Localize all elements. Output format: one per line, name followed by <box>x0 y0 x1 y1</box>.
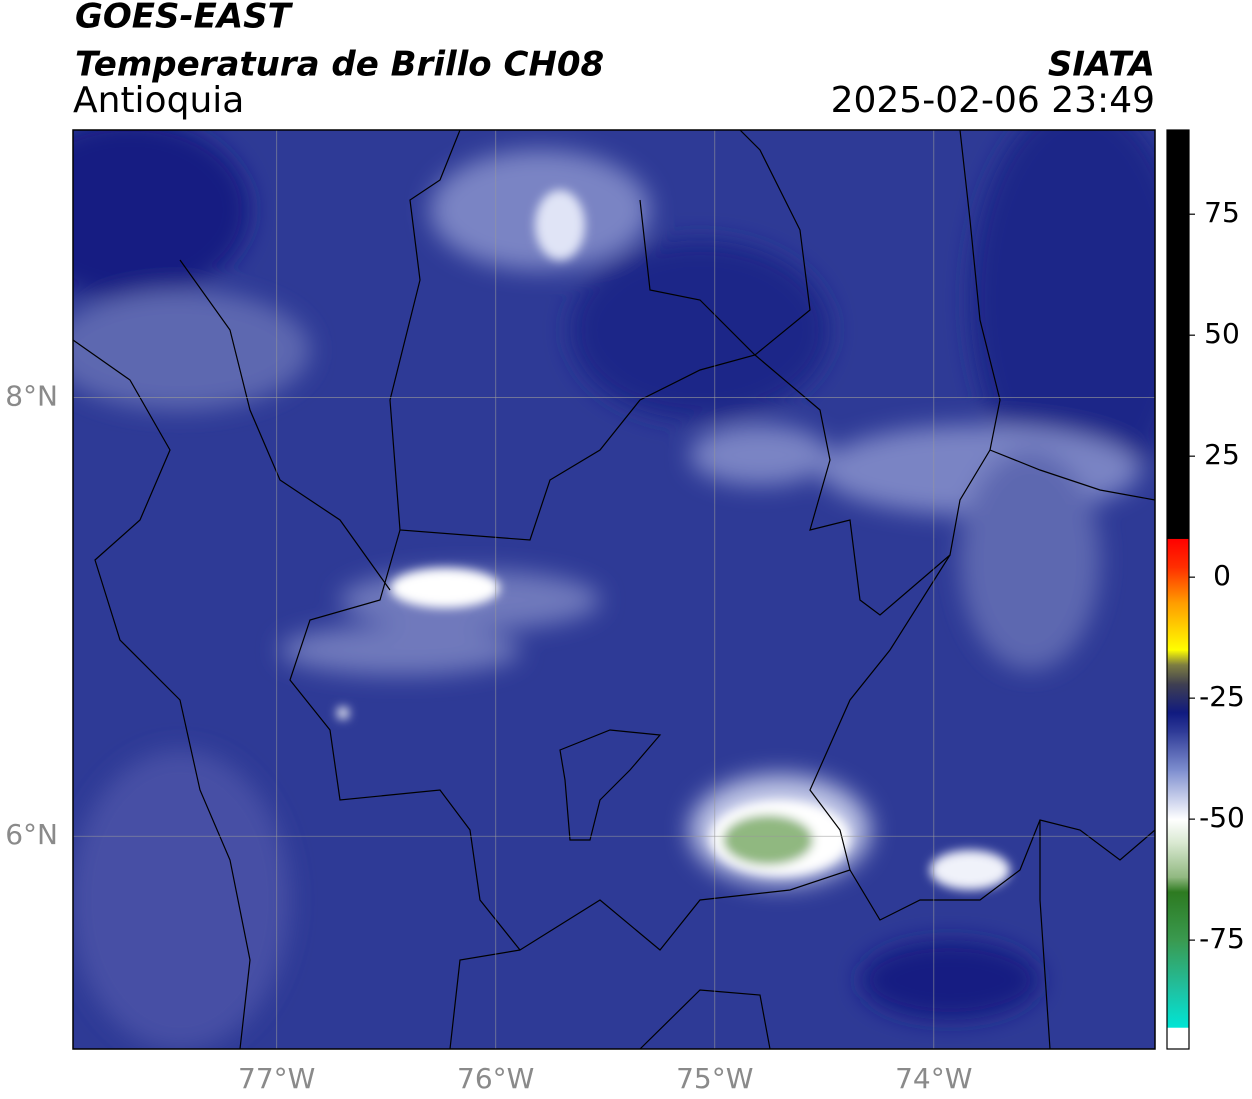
subtitle: Temperatura de Brillo CH08 <box>75 45 604 85</box>
colorbar-segment <box>1167 683 1189 714</box>
colorbar-segment <box>1167 1027 1189 1050</box>
colorbar-segment <box>1167 130 1189 539</box>
x-tick-label: 76°W <box>457 1062 534 1095</box>
colorbar-segment <box>1167 567 1189 602</box>
colorbar-segment <box>1167 819 1189 844</box>
colorbar-tick-label: 25 <box>1204 438 1240 471</box>
colorbar-segment <box>1167 843 1189 878</box>
y-tick-label: 6°N <box>5 818 58 851</box>
region: Antioquia <box>73 80 244 121</box>
x-tick-label: 75°W <box>676 1062 753 1095</box>
colorbar-segment <box>1167 601 1189 651</box>
colorbar-tick-label: -25 <box>1199 680 1245 713</box>
y-tick-label: 8°N <box>5 380 58 413</box>
colorbar-segment <box>1167 988 1189 1028</box>
colorbar-frame <box>1166 129 1190 1050</box>
colorbar-tick-label: 0 <box>1213 559 1231 592</box>
colorbar-segment <box>1167 770 1189 820</box>
satellite-image <box>73 130 1155 1049</box>
colorbar-segment <box>1167 891 1189 941</box>
colorbar-segment <box>1167 712 1189 733</box>
colorbar-segment <box>1167 538 1189 568</box>
source: SIATA <box>1048 45 1155 85</box>
colorbar-tick-label: -50 <box>1199 801 1245 834</box>
grid <box>73 130 1155 1049</box>
colorbar-segment <box>1167 877 1189 893</box>
colorbar-segment <box>1167 664 1189 685</box>
map-frame <box>72 129 1156 1050</box>
datetime: 2025-02-06 23:49 <box>831 80 1155 121</box>
colorbar-tick-label: -75 <box>1199 922 1245 955</box>
colorbar-segment <box>1167 940 1189 990</box>
colorbar <box>1167 130 1195 1050</box>
colorbar-tick-label: 50 <box>1204 317 1240 350</box>
x-tick-label: 74°W <box>895 1062 972 1095</box>
title: GOES-EAST <box>75 0 294 37</box>
x-tick-label: 77°W <box>238 1062 315 1095</box>
colorbar-segment <box>1167 649 1189 665</box>
colorbar-segment <box>1167 732 1189 772</box>
colorbar-tick-label: 75 <box>1204 196 1240 229</box>
